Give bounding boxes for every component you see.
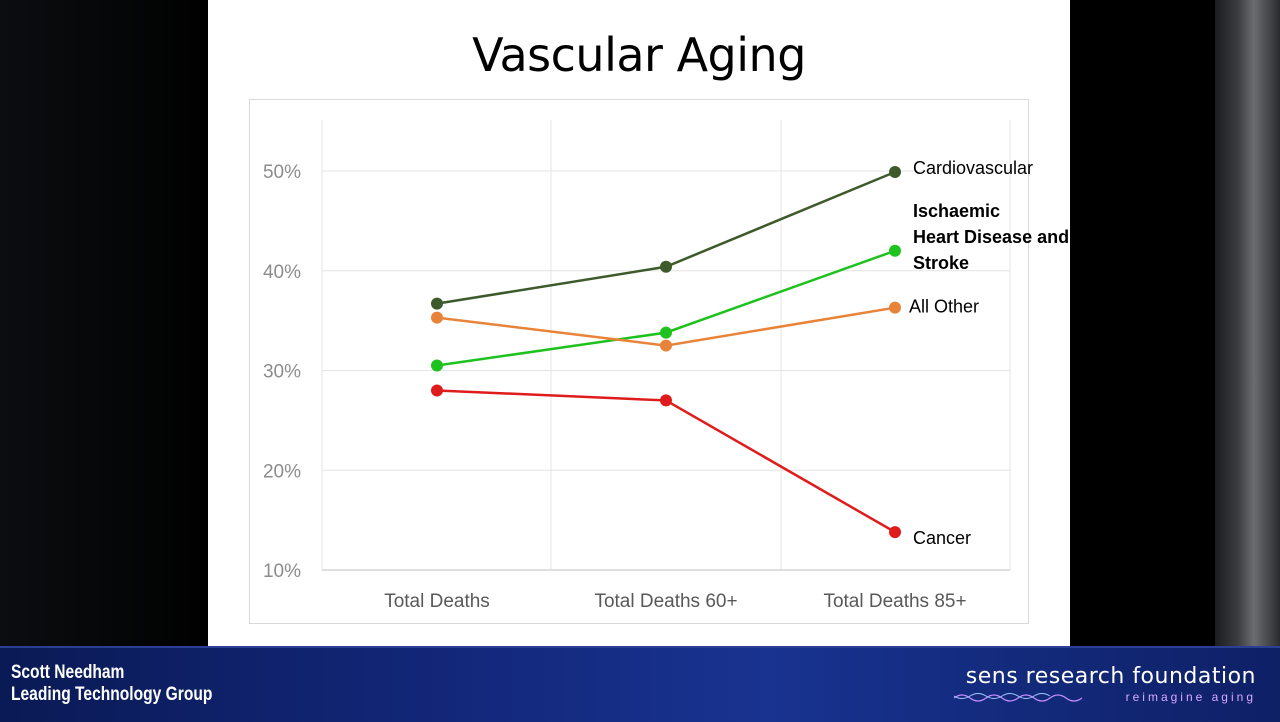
wave-icon xyxy=(953,693,1083,702)
y-tick-label: 10% xyxy=(263,561,301,582)
series-label-line: Ischaemic xyxy=(913,201,1000,221)
data-point xyxy=(660,339,672,352)
series-label-line: Stroke xyxy=(913,253,969,273)
x-tick-label: Total Deaths 60+ xyxy=(594,591,737,612)
data-point xyxy=(889,526,901,539)
series-label-line: Cardiovascular xyxy=(913,158,1033,178)
presenter-info: Scott Needham Leading Technology Group xyxy=(11,662,212,706)
org-logo: sens research foundation reimagine aging xyxy=(953,664,1256,704)
data-point xyxy=(431,311,443,324)
presenter-video-edge xyxy=(1215,0,1280,646)
presenter-org: Leading Technology Group xyxy=(11,684,213,705)
data-point xyxy=(660,394,672,407)
data-point xyxy=(431,359,443,372)
series-label: All Other xyxy=(909,297,979,317)
series-label-line: Cancer xyxy=(913,528,971,548)
slide-title: Vascular Aging xyxy=(472,28,806,82)
footer-bar: Scott Needham Leading Technology Group s… xyxy=(0,646,1280,722)
data-point xyxy=(431,384,443,397)
y-tick-label: 30% xyxy=(263,362,301,383)
line-chart: 10% 20% 30% 40% 50% Total Deaths Total Deaths … xyxy=(263,120,1069,612)
series-label: Ischaemic Heart Disease and Stroke xyxy=(913,201,1069,273)
org-tagline: reimagine aging xyxy=(1125,690,1256,704)
x-tick-label: Total Deaths 85+ xyxy=(823,591,966,612)
data-point xyxy=(431,297,443,310)
y-tick-label: 20% xyxy=(263,461,301,482)
background-left xyxy=(0,0,208,646)
series-label-line: Heart Disease and xyxy=(913,227,1069,247)
series-label: Cardiovascular xyxy=(913,158,1033,178)
slide: Vascular Aging 10% 20% 30% 40% 50% Total Deat… xyxy=(208,0,1070,646)
data-point xyxy=(660,326,672,339)
y-tick-label: 40% xyxy=(263,262,301,283)
presenter-name: Scott Needham xyxy=(11,662,125,683)
data-point xyxy=(889,244,901,257)
y-tick-label: 50% xyxy=(263,162,301,183)
data-point xyxy=(889,165,901,178)
series-label: Cancer xyxy=(913,528,971,548)
chart-frame xyxy=(249,99,1029,624)
background-right xyxy=(1070,0,1215,646)
series-line xyxy=(436,389,896,534)
data-point xyxy=(889,301,901,314)
org-name: sens research foundation xyxy=(965,664,1256,689)
series-label-line: All Other xyxy=(909,297,979,317)
data-point xyxy=(660,260,672,273)
x-tick-label: Total Deaths xyxy=(384,591,490,612)
series-line xyxy=(436,170,896,305)
